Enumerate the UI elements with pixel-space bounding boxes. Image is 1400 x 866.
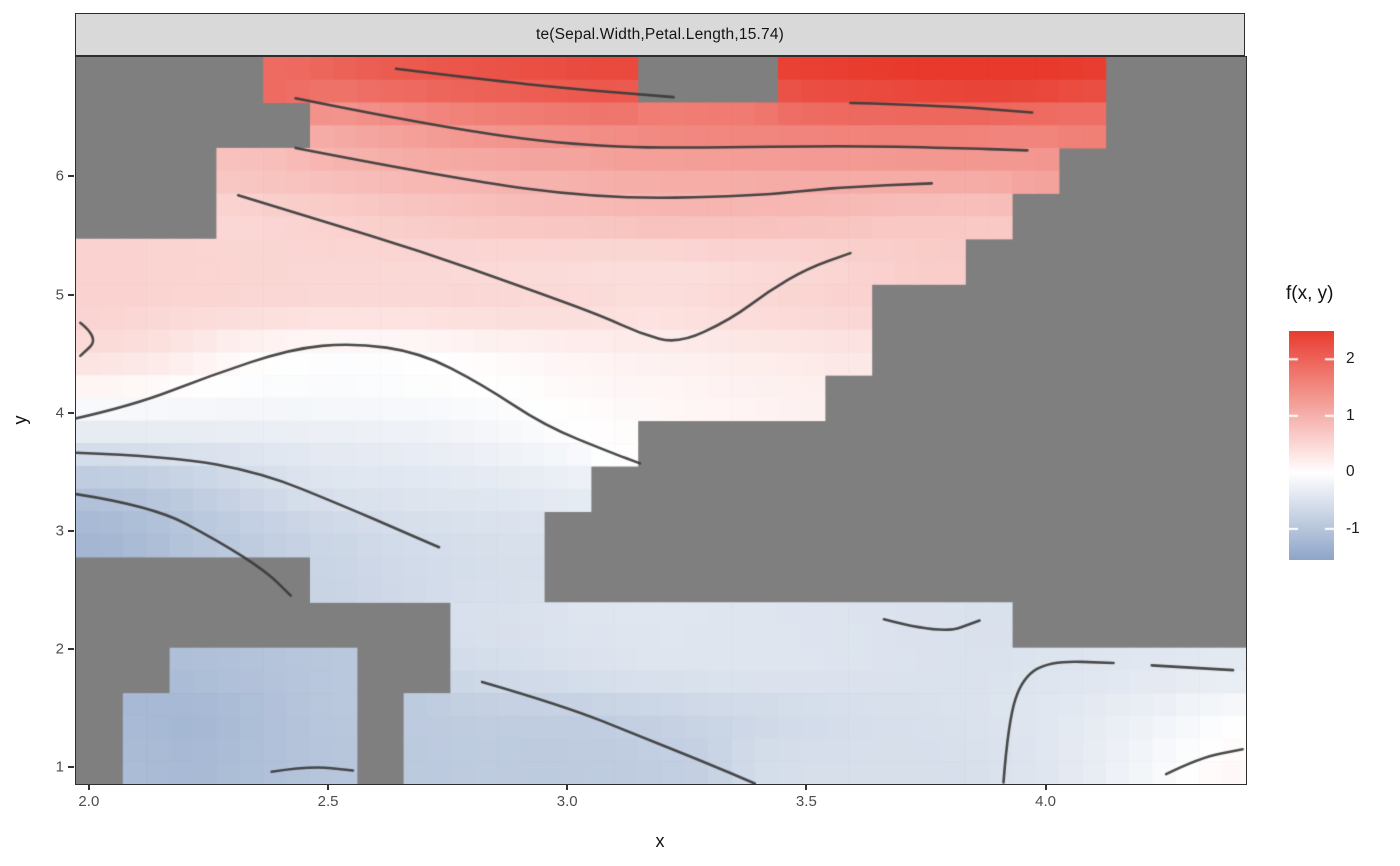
y-tick-label: 4: [55, 404, 64, 422]
x-tick-label: 2.0: [78, 793, 100, 810]
heatmap-canvas: [76, 57, 1246, 784]
y-tick-label: 6: [55, 167, 64, 185]
x-tick-label: 2.5: [317, 793, 339, 810]
y-tick-label: 1: [55, 758, 64, 776]
y-axis-title: y: [10, 415, 30, 425]
x-tick-mark: [327, 784, 330, 790]
y-tick-mark: [68, 411, 74, 414]
y-tick-label: 2: [55, 640, 64, 658]
legend-tick-label: -1: [1346, 519, 1360, 537]
y-tick-mark: [68, 648, 74, 651]
x-tick-mark: [1044, 784, 1047, 790]
x-tick-mark: [566, 784, 569, 790]
x-tick-mark: [87, 784, 90, 790]
facet-strip: te(Sepal.Width,Petal.Length,15.74): [75, 13, 1245, 56]
plot-panel: [75, 56, 1247, 785]
x-tick-label: 4.0: [1035, 793, 1056, 810]
legend-tick-label: 1: [1346, 406, 1355, 424]
x-tick-label: 3.5: [795, 793, 817, 810]
legend-tick-label: 0: [1346, 463, 1355, 481]
x-tick-mark: [805, 784, 808, 790]
y-tick-label: 5: [55, 286, 64, 304]
legend-colorbar: [1289, 331, 1334, 560]
x-axis-title: x: [655, 831, 665, 851]
legend-title: f(x, y): [1286, 283, 1334, 304]
y-tick-mark: [68, 766, 74, 769]
x-tick-label: 3.0: [556, 793, 578, 810]
facet-strip-title: te(Sepal.Width,Petal.Length,15.74): [535, 25, 785, 43]
y-tick-mark: [68, 293, 74, 296]
y-tick-mark: [68, 529, 74, 532]
legend-tick-label: 2: [1346, 350, 1355, 368]
y-tick-mark: [68, 175, 74, 178]
y-tick-label: 3: [55, 522, 64, 540]
